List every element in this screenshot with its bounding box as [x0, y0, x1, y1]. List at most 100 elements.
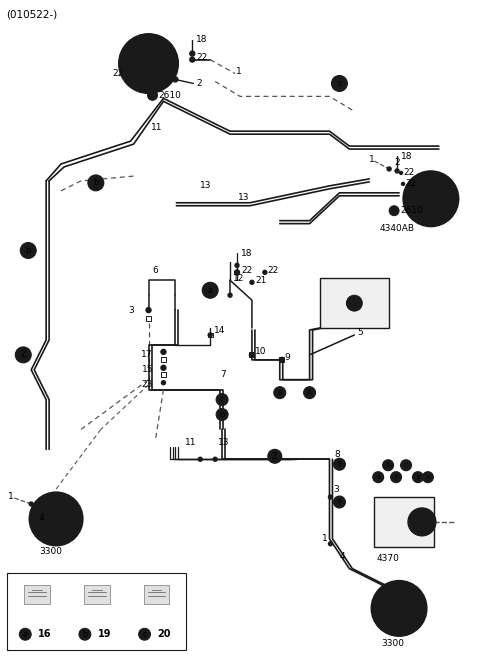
- Circle shape: [412, 472, 423, 483]
- Text: 13: 13: [218, 438, 229, 447]
- Circle shape: [39, 509, 43, 513]
- Circle shape: [268, 450, 282, 464]
- Text: 22: 22: [196, 53, 207, 62]
- Circle shape: [399, 171, 403, 174]
- Circle shape: [228, 293, 232, 297]
- Circle shape: [401, 460, 411, 471]
- Circle shape: [263, 270, 267, 274]
- Text: b: b: [25, 246, 31, 255]
- Text: 22: 22: [403, 168, 414, 177]
- Circle shape: [414, 182, 448, 216]
- Text: 4370: 4370: [376, 554, 399, 563]
- Text: 20: 20: [157, 629, 171, 639]
- Text: 22: 22: [405, 179, 416, 188]
- Text: C: C: [220, 397, 225, 403]
- Circle shape: [202, 282, 218, 298]
- Text: 11: 11: [185, 438, 197, 447]
- Circle shape: [29, 502, 33, 506]
- Text: a: a: [208, 286, 213, 295]
- Bar: [320, 278, 389, 328]
- Circle shape: [395, 605, 403, 612]
- Text: 2: 2: [196, 79, 202, 88]
- Circle shape: [371, 581, 427, 636]
- Circle shape: [161, 350, 166, 354]
- Circle shape: [274, 387, 286, 399]
- Circle shape: [332, 75, 348, 91]
- Circle shape: [139, 628, 151, 640]
- Text: Z: Z: [20, 350, 26, 360]
- Text: b: b: [83, 630, 87, 639]
- Bar: [7, 573, 186, 650]
- Text: D: D: [219, 412, 225, 418]
- Bar: [374, 497, 434, 547]
- Circle shape: [389, 206, 399, 216]
- Text: D: D: [386, 463, 391, 468]
- Bar: [84, 585, 110, 605]
- Circle shape: [387, 167, 391, 171]
- Circle shape: [216, 394, 228, 406]
- Circle shape: [19, 628, 31, 640]
- Bar: [250, 352, 254, 358]
- Circle shape: [52, 515, 60, 523]
- Text: 4340AB: 4340AB: [379, 224, 414, 233]
- Circle shape: [304, 387, 315, 399]
- Circle shape: [422, 472, 433, 483]
- Circle shape: [408, 508, 436, 536]
- Text: 1: 1: [369, 155, 375, 164]
- Text: B: B: [376, 475, 380, 480]
- Text: C: C: [404, 463, 408, 468]
- Circle shape: [208, 333, 212, 337]
- Text: 18: 18: [401, 152, 413, 161]
- Circle shape: [88, 175, 104, 191]
- Circle shape: [334, 458, 346, 470]
- Circle shape: [29, 492, 83, 545]
- Text: 1: 1: [236, 67, 242, 76]
- Text: a: a: [23, 630, 28, 639]
- Circle shape: [235, 270, 240, 275]
- Circle shape: [213, 458, 217, 462]
- Circle shape: [146, 308, 151, 312]
- Text: 23: 23: [142, 380, 153, 389]
- Text: 22: 22: [113, 69, 124, 78]
- Circle shape: [334, 496, 346, 508]
- Text: A: A: [426, 475, 430, 480]
- Text: 3300: 3300: [381, 639, 404, 648]
- Text: E: E: [337, 462, 342, 468]
- Text: 22: 22: [241, 266, 252, 275]
- Circle shape: [190, 51, 195, 56]
- Text: 2: 2: [394, 159, 400, 167]
- Circle shape: [328, 541, 333, 545]
- Text: 10: 10: [255, 348, 266, 356]
- Text: B: B: [277, 390, 282, 396]
- Text: 3: 3: [129, 306, 134, 314]
- Circle shape: [391, 472, 402, 483]
- Text: 2610: 2610: [400, 206, 423, 215]
- Text: 15: 15: [142, 365, 153, 374]
- Bar: [161, 358, 166, 362]
- Bar: [279, 358, 284, 362]
- Text: (010522-): (010522-): [6, 10, 58, 20]
- Circle shape: [250, 280, 254, 284]
- Text: 13: 13: [238, 193, 250, 202]
- Text: 3: 3: [334, 485, 339, 494]
- Text: 1: 1: [322, 534, 327, 543]
- Text: c: c: [337, 79, 342, 88]
- Circle shape: [383, 460, 394, 471]
- Circle shape: [161, 381, 166, 385]
- Circle shape: [395, 169, 399, 173]
- Circle shape: [427, 194, 435, 202]
- Text: 2610: 2610: [158, 91, 181, 100]
- Circle shape: [402, 182, 405, 185]
- Text: 5: 5: [357, 328, 363, 338]
- Text: 18: 18: [196, 35, 208, 44]
- Text: 16: 16: [38, 629, 52, 639]
- Circle shape: [39, 502, 73, 536]
- Text: 13: 13: [200, 181, 212, 190]
- Text: E: E: [416, 475, 420, 480]
- Circle shape: [216, 408, 228, 420]
- Text: 4: 4: [339, 552, 345, 561]
- Bar: [24, 585, 50, 605]
- Circle shape: [130, 45, 168, 83]
- Circle shape: [403, 171, 459, 226]
- Circle shape: [381, 591, 417, 626]
